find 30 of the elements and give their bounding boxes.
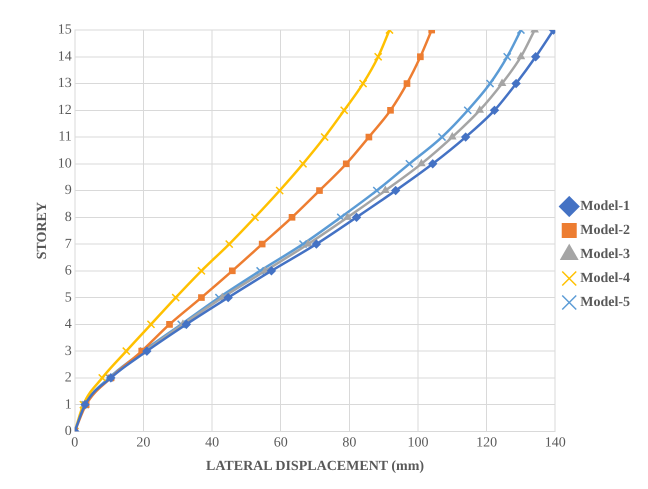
y-tick-label: 3 [64, 344, 72, 359]
legend-label: Model-3 [580, 247, 630, 262]
y-tick-label: 11 [58, 130, 72, 145]
x-tick-label: 20 [136, 435, 150, 450]
legend-label: Model-1 [580, 199, 630, 214]
y-tick-label: 5 [64, 290, 72, 306]
x-tick-label: 140 [544, 435, 566, 450]
y-tick-label: 12 [58, 102, 72, 118]
y-tick-label: 14 [58, 49, 72, 64]
x-tick-label: 120 [476, 435, 498, 450]
x-axis-title: LATERAL DISPLACEMENT (mm) [206, 459, 424, 474]
y-tick-label: 7 [64, 236, 72, 252]
legend-label: Model-4 [580, 271, 630, 286]
y-tick-label: 15 [58, 22, 72, 38]
y-tick-label: 1 [64, 397, 72, 412]
y-tick-label: 10 [58, 156, 72, 172]
y-tick-label: 2 [64, 370, 72, 386]
legend-label: Model-2 [580, 223, 630, 238]
x-tick-label: 80 [342, 435, 356, 450]
y-tick-label: 9 [64, 183, 72, 198]
legend-label: Model-5 [580, 295, 630, 310]
x-tick-label: 40 [205, 435, 220, 450]
y-tick-label: 4 [64, 317, 72, 332]
y-tick-label: 0 [64, 424, 72, 440]
x-tick-label: 100 [407, 435, 428, 450]
x-tick-label: 60 [274, 435, 288, 450]
y-axis-title: STOREY [35, 202, 50, 260]
y-tick-label: 8 [64, 210, 72, 225]
y-tick-label: 13 [58, 76, 72, 92]
y-tick-label: 6 [64, 264, 72, 279]
